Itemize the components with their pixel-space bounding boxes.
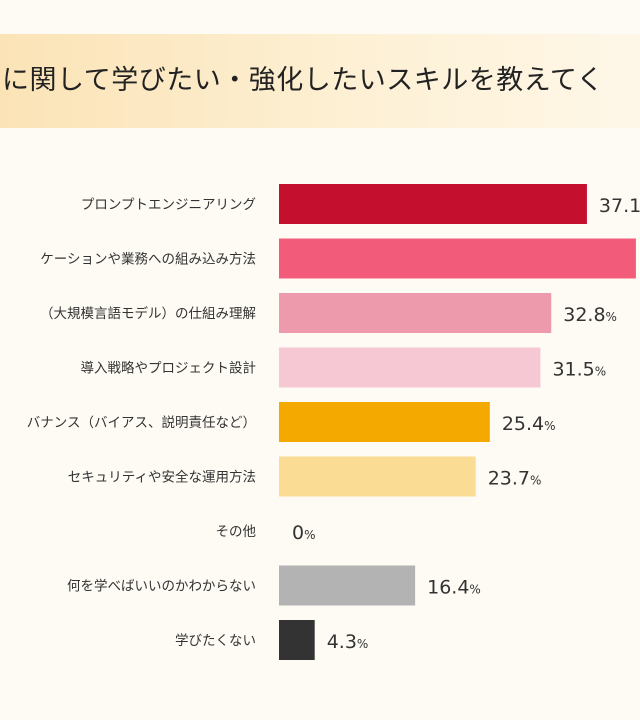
data-label: 37.1% (599, 195, 640, 217)
category-label: 学びたくない (175, 633, 256, 649)
bar (279, 238, 636, 279)
bar (279, 620, 315, 660)
data-label: 0% (292, 522, 316, 544)
bar (279, 347, 541, 388)
bar (279, 402, 490, 442)
data-label: 16.4% (427, 577, 481, 599)
data-label: 25.4% (502, 413, 556, 435)
data-label: 31.5% (552, 359, 606, 381)
bar (279, 293, 552, 333)
data-label: 23.7% (488, 468, 542, 490)
data-label: 4.3% (327, 631, 369, 653)
bar (279, 456, 476, 497)
bar (279, 184, 587, 224)
category-label: プロンプトエンジニアリング (81, 197, 256, 213)
category-label: （大規模言語モデル）の仕組み理解 (40, 305, 256, 322)
data-label: 32.8% (563, 304, 617, 326)
category-label: 導入戦略やプロジェクト設計 (81, 361, 257, 377)
title-band: に関して学びたい・強化したいスキルを教えてく (0, 34, 640, 128)
category-label: セキュリティや安全な運用方法 (68, 469, 256, 486)
category-label: バナンス（バイアス、説明責任など） (27, 415, 256, 431)
bar (279, 565, 416, 606)
category-label: 何を学べばいいのかわからない (67, 579, 256, 595)
category-label: ケーションや業務への組み込み方法 (40, 252, 256, 268)
category-label: その他 (216, 524, 257, 540)
chart-title: に関して学びたい・強化したいスキルを教えてく (2, 65, 605, 96)
